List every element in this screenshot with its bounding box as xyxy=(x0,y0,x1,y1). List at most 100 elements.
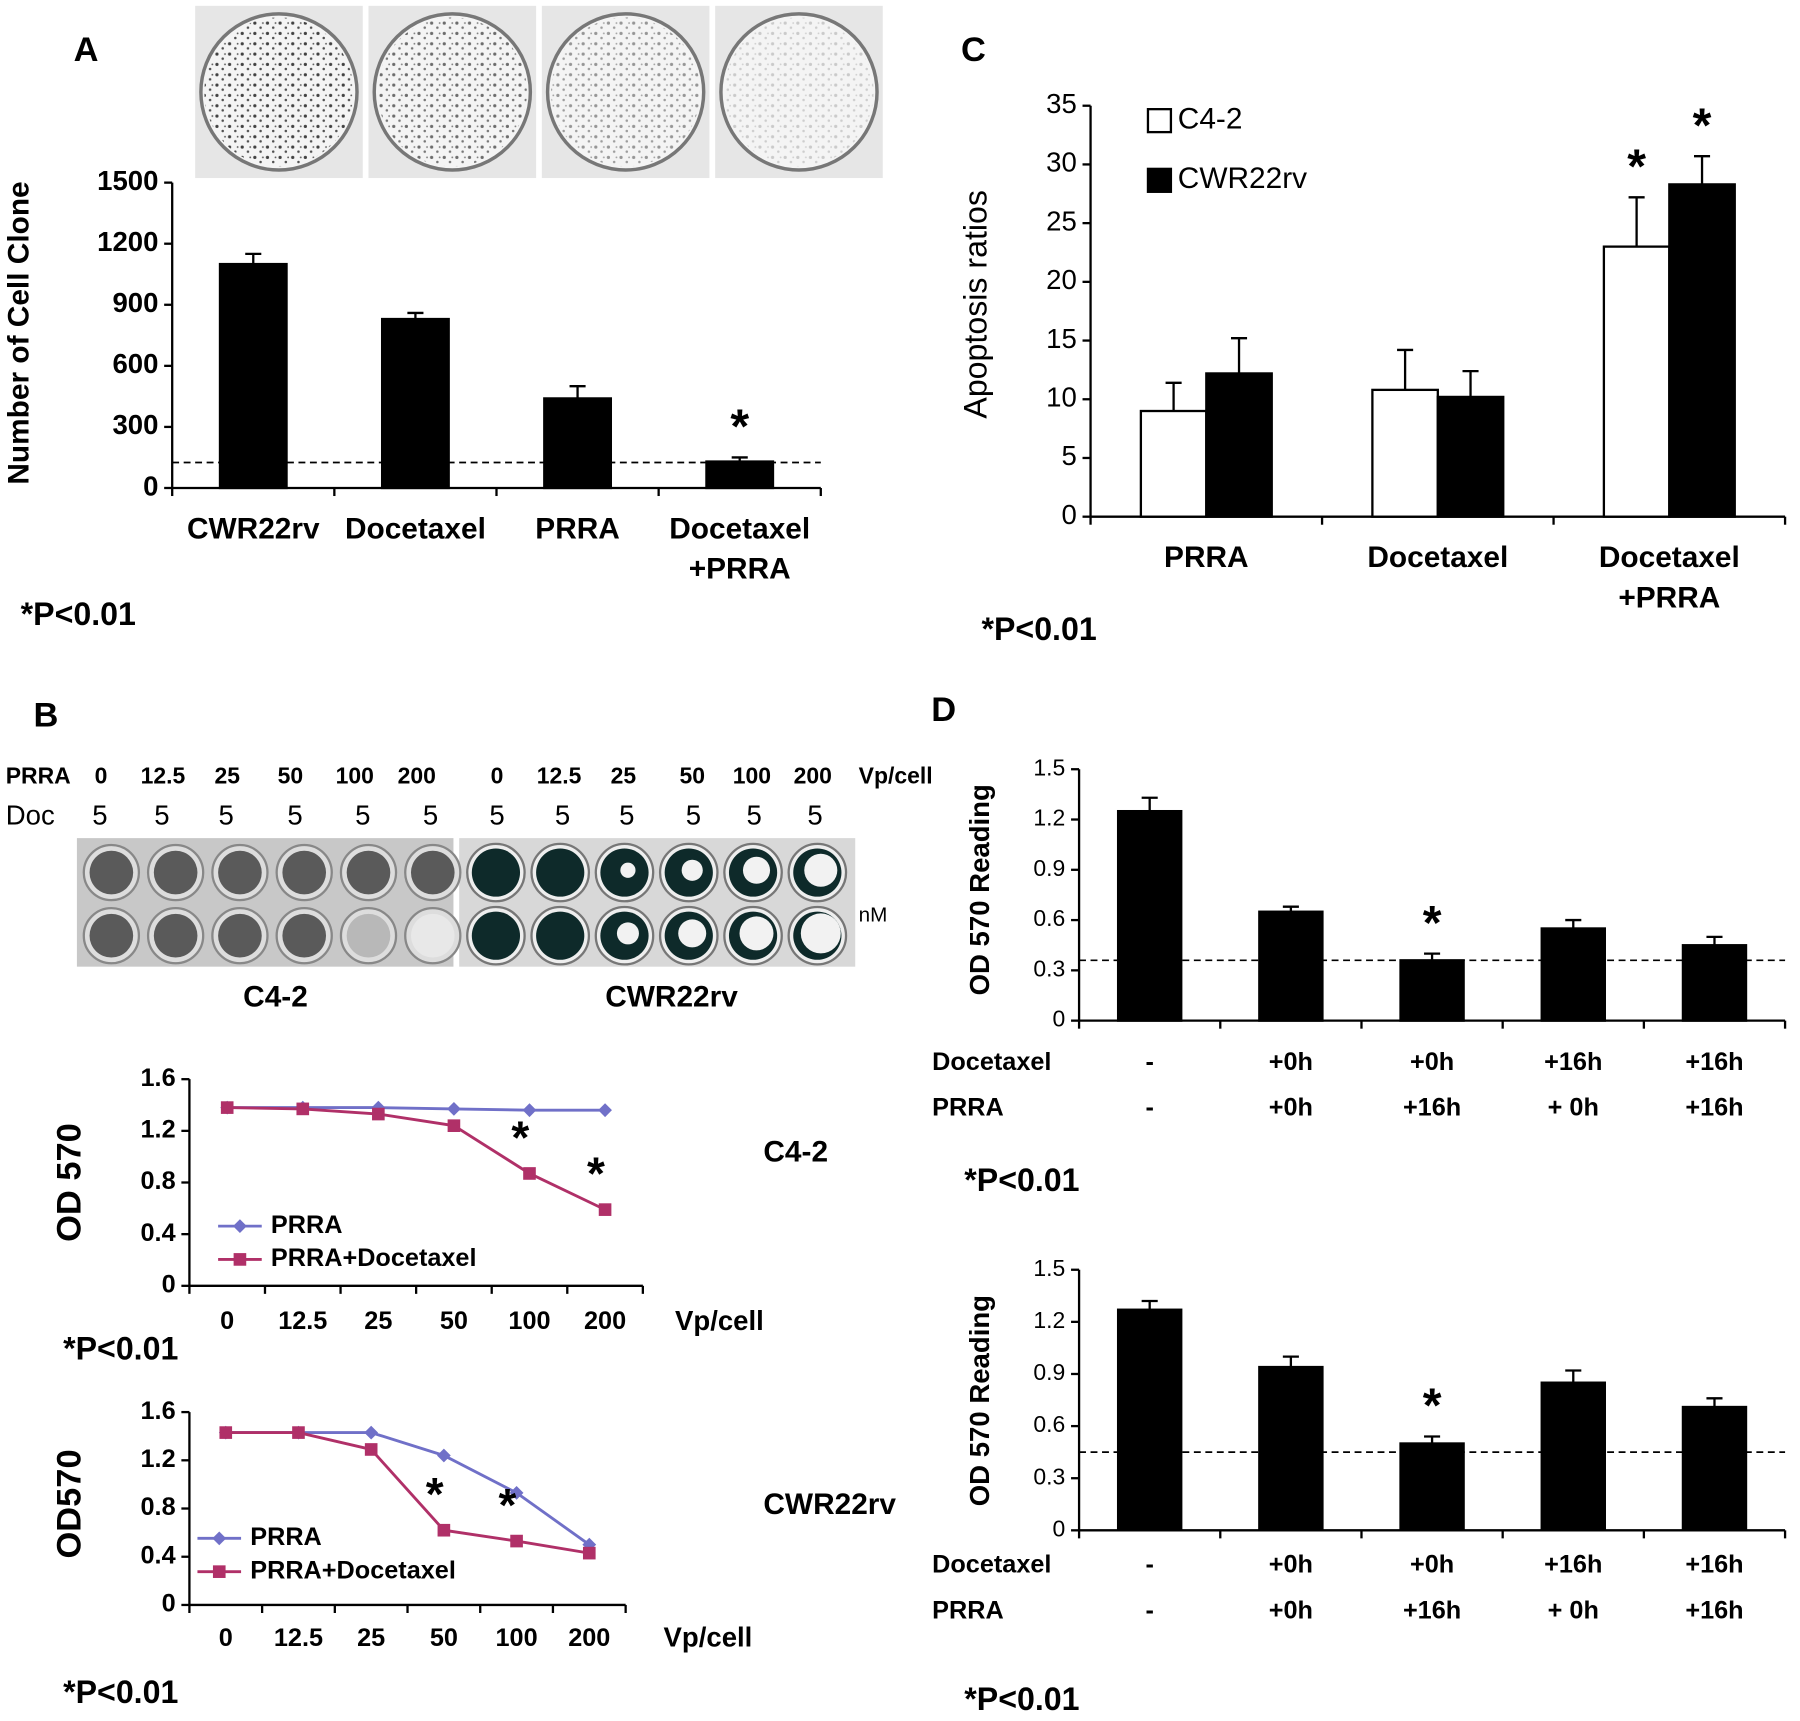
y-tick-label: 1200 xyxy=(97,226,158,257)
x-tick-label: 100 xyxy=(508,1307,550,1335)
error-bar xyxy=(1706,1397,1723,1407)
x-tick-label: - xyxy=(1145,1597,1153,1625)
x-tick-label: +0h xyxy=(1269,1551,1313,1579)
well-stain xyxy=(410,913,455,958)
error-bar xyxy=(1706,935,1723,946)
y-tick-label: 1500 xyxy=(97,165,158,196)
footnote: *P<0.01 xyxy=(63,1674,178,1710)
x-tick-label: Docetaxel xyxy=(1367,541,1508,574)
bar xyxy=(1371,388,1439,518)
x-tick-label: + 0h xyxy=(1548,1094,1599,1122)
y-tick-label: 5 xyxy=(1061,440,1076,471)
bar xyxy=(1681,944,1748,1022)
legend-label: PRRA+Docetaxel xyxy=(250,1556,456,1584)
error-bar xyxy=(1462,369,1479,397)
point xyxy=(437,1523,451,1537)
y-axis-label: OD 570 Reading xyxy=(964,784,995,995)
point xyxy=(292,1426,305,1439)
error-bar xyxy=(1165,381,1182,412)
dose-label: 25 xyxy=(215,762,241,788)
x-tick-label: 25 xyxy=(357,1624,385,1652)
significance-mark: * xyxy=(498,1479,516,1531)
point xyxy=(364,1425,379,1440)
point xyxy=(598,1103,612,1118)
x-tick-label: +16h xyxy=(1685,1551,1743,1579)
panel-label: A xyxy=(74,31,99,69)
row-name: Docetaxel xyxy=(932,1551,1051,1579)
y-tick-label: 0.3 xyxy=(1033,1463,1065,1489)
x-tick-label: +0h xyxy=(1410,1048,1454,1076)
x-tick-label: +16h xyxy=(1685,1597,1743,1625)
legend-swatch xyxy=(1146,108,1173,134)
error-bar xyxy=(1282,905,1299,912)
y-tick-label: 0.9 xyxy=(1033,855,1065,881)
error-bar xyxy=(245,252,262,265)
y-tick-label: 1.2 xyxy=(1033,805,1065,831)
significance-mark: * xyxy=(1423,896,1442,950)
significance-mark: * xyxy=(1627,139,1646,193)
well-stain xyxy=(346,913,391,958)
x-tick-label: 12.5 xyxy=(278,1307,327,1335)
point xyxy=(296,1102,310,1116)
well-clear xyxy=(620,862,636,878)
point xyxy=(582,1546,596,1560)
dose-label: 25 xyxy=(611,762,637,788)
panel-label: B xyxy=(33,697,58,735)
x-tick-label: +0h xyxy=(1269,1048,1313,1076)
y-tick-label: 0.6 xyxy=(1033,905,1065,931)
y-tick-label: 20 xyxy=(1046,264,1077,295)
x-tick-label: PRRA xyxy=(1164,541,1249,574)
error-bar xyxy=(1694,155,1711,185)
well-stain xyxy=(153,913,198,958)
y-tick-label: 1.6 xyxy=(141,1064,176,1092)
x-tick-label: +16h xyxy=(1403,1094,1461,1122)
dose-label: 12.5 xyxy=(537,762,582,788)
x-tick-label: + 0h xyxy=(1548,1597,1599,1625)
row-name: PRRA xyxy=(932,1094,1004,1122)
significance-mark: * xyxy=(1693,98,1712,152)
doc-label: 5 xyxy=(807,800,822,831)
dish-colonies xyxy=(377,17,527,167)
panel-label: D xyxy=(931,691,956,729)
y-axis-label: Number of Cell Clone xyxy=(3,181,36,484)
x-tick-label: 25 xyxy=(364,1307,392,1335)
well-stain xyxy=(410,850,455,895)
well-stain xyxy=(471,848,521,897)
footnote: *P<0.01 xyxy=(982,611,1097,647)
dose-label: 100 xyxy=(336,762,374,788)
x-tick-label: +16h xyxy=(1544,1551,1602,1579)
x-tick-label: PRRA xyxy=(535,512,620,545)
legend-label: CWR22rv xyxy=(1178,162,1307,195)
y-tick-label: 0.6 xyxy=(1033,1411,1065,1437)
point xyxy=(447,1119,461,1132)
x-tick-label: +0h xyxy=(1269,1597,1313,1625)
x-tick-label: Docetaxel +PRRA xyxy=(669,512,810,585)
doc-label: 5 xyxy=(154,800,169,831)
well-clear xyxy=(678,919,707,948)
doc-label: 5 xyxy=(287,800,302,831)
bar xyxy=(1399,959,1465,1022)
well-clear xyxy=(742,856,771,884)
significance-mark: * xyxy=(1423,1379,1442,1433)
bar xyxy=(1258,1365,1324,1532)
dose-label: 0 xyxy=(491,762,504,788)
point xyxy=(220,1101,234,1114)
x-tick-label: 0 xyxy=(220,1307,234,1335)
legend-swatch xyxy=(1146,167,1173,193)
y-tick-label: 0.9 xyxy=(1033,1359,1065,1385)
legend-marker xyxy=(233,1253,247,1266)
well-stain xyxy=(153,850,198,895)
doc-label: 5 xyxy=(747,800,762,831)
footnote: *P<0.01 xyxy=(21,596,136,632)
legend-label: PRRA xyxy=(271,1211,343,1239)
y-axis-label: OD 570 xyxy=(50,1123,88,1242)
x-tick-label: +0h xyxy=(1269,1094,1313,1122)
y-tick-label: 1.2 xyxy=(1033,1307,1065,1333)
x-tick-label: 12.5 xyxy=(274,1624,323,1652)
point xyxy=(598,1203,612,1216)
legend-marker xyxy=(212,1565,226,1578)
y-tick-label: 1.2 xyxy=(141,1116,176,1144)
x-axis-label: Vp/cell xyxy=(664,1622,753,1653)
y-tick-label: 30 xyxy=(1046,147,1077,178)
